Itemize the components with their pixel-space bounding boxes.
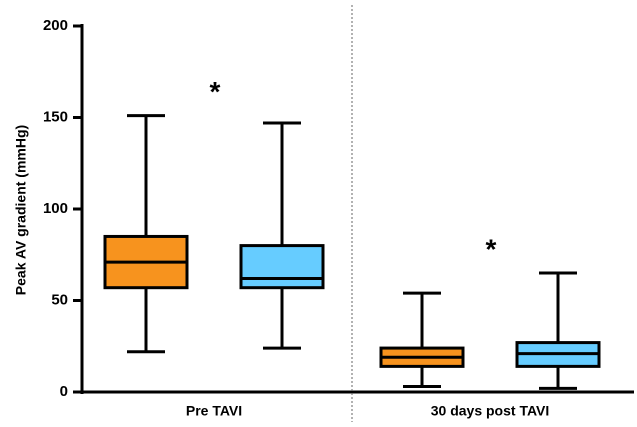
y-tick-label: 150 [43,108,68,125]
significance-marker: * [486,233,497,264]
y-tick-label: 100 [43,200,68,217]
significance-marker: * [210,76,221,107]
y-tick-label: 0 [60,383,68,400]
y-axis-label: Peak AV gradient (mmHg) [13,125,29,295]
box [239,244,325,290]
y-tick-label: 50 [51,291,68,308]
x-tick-label: Pre TAVI [186,403,242,419]
x-tick-label: 30 days post TAVI [431,403,550,419]
y-tick-label: 200 [43,17,68,34]
